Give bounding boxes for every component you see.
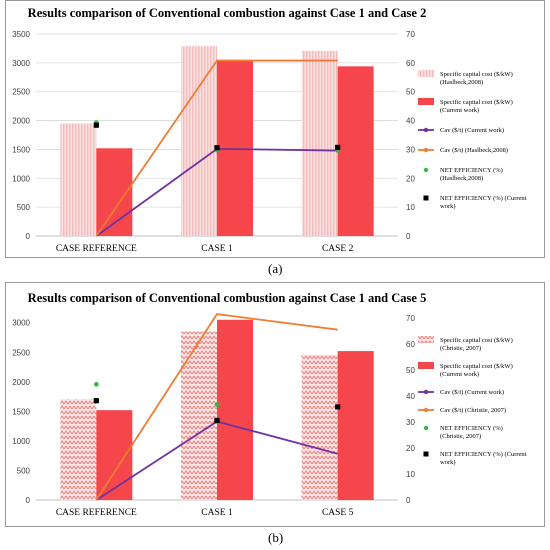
- legend-label: Specific capital cost ($/kW): [440, 337, 513, 344]
- y-tick-label: 2500: [12, 88, 30, 97]
- legend-swatch: [423, 147, 429, 153]
- bar: [181, 46, 217, 237]
- legend-label: Cav ($/t) (Current work): [440, 389, 504, 396]
- data-point: [214, 402, 220, 407]
- legend-swatch: [423, 195, 429, 201]
- x-tick-label: CASE 1: [201, 244, 233, 254]
- y-tick-label: 500: [17, 466, 31, 475]
- bar: [96, 410, 133, 500]
- legend-label: work): [440, 203, 456, 210]
- y2-tick-label: 0: [406, 232, 411, 241]
- y2-tick-label: 30: [406, 418, 415, 427]
- legend-label: Specific capital cost ($/kW): [440, 71, 513, 78]
- bar: [217, 59, 253, 236]
- data-point: [93, 398, 99, 404]
- legend-swatch: [423, 425, 429, 431]
- bar: [301, 354, 338, 500]
- chart-a: Results comparison of Conventional combu…: [12, 6, 526, 254]
- x-tick-label: CASE 5: [322, 508, 354, 518]
- x-tick-label: CASE REFERENCE: [56, 244, 137, 254]
- panel-label-a: (a): [268, 261, 283, 276]
- y-tick-label: 0: [26, 232, 31, 241]
- y-tick-label: 1000: [12, 437, 30, 446]
- legend-label: work): [440, 459, 456, 466]
- bar: [337, 66, 374, 236]
- legend-swatch: [418, 70, 434, 77]
- bar: [301, 50, 338, 236]
- y2-tick-label: 20: [406, 174, 415, 183]
- legend-swatch: [423, 389, 429, 395]
- y2-tick-label: 50: [406, 366, 415, 375]
- legend-label: Cav ($/t) (Haslbeck,2008): [440, 147, 508, 154]
- y2-tick-label: 0: [406, 496, 411, 505]
- legend-label: (Haslbeck,2008): [440, 175, 483, 182]
- panel-a-frame: [5, 0, 545, 258]
- y-tick-label: 3000: [12, 59, 30, 68]
- series-line: [95, 313, 338, 501]
- y-tick-label: 2000: [12, 378, 30, 387]
- y2-tick-label: 60: [406, 59, 415, 68]
- chart-title: Results comparison of Conventional combu…: [28, 291, 427, 305]
- series-line: [95, 59, 338, 237]
- legend-label: (Current work): [440, 371, 479, 378]
- data-point: [214, 145, 220, 151]
- bar: [181, 331, 217, 500]
- legend-swatch: [423, 127, 429, 133]
- y-tick-label: 3500: [12, 30, 30, 39]
- legend-label: NET EFFICIENCY (%) (Current: [440, 195, 527, 202]
- legend-swatch: [423, 451, 429, 457]
- legend-swatch: [418, 336, 434, 343]
- y2-tick-label: 10: [406, 470, 415, 479]
- legend-swatch: [418, 98, 434, 105]
- y-tick-label: 500: [17, 203, 31, 212]
- legend-label: (Christie, 2007): [440, 433, 481, 440]
- legend-label: Cav ($/t) (Christie, 2007): [440, 407, 506, 414]
- panel-label-b: (b): [268, 530, 284, 545]
- legend-swatch: [423, 407, 429, 413]
- data-point: [335, 144, 341, 151]
- y-tick-label: 2500: [12, 348, 30, 357]
- bar: [217, 319, 253, 500]
- data-point: [214, 417, 220, 424]
- y2-tick-label: 20: [406, 444, 415, 453]
- legend-label: (Haslbeck,2008): [440, 79, 483, 86]
- data-point: [93, 122, 99, 128]
- chart-b: Results comparison of Conventional combu…: [12, 291, 526, 518]
- y-tick-label: 1500: [12, 145, 30, 154]
- legend-label: (Christie, 2007): [440, 345, 481, 352]
- legend-label: Specific capital cost ($/kW): [440, 363, 513, 370]
- y2-tick-label: 70: [406, 314, 415, 323]
- y-tick-label: 0: [26, 496, 31, 505]
- y-tick-label: 3000: [12, 319, 30, 328]
- y2-tick-label: 50: [406, 88, 415, 97]
- legend-swatch: [423, 167, 429, 173]
- panel-b-frame: [5, 282, 545, 527]
- bar: [60, 398, 97, 500]
- data-point: [93, 381, 99, 387]
- y-tick-label: 1500: [12, 407, 30, 416]
- x-tick-label: CASE 1: [201, 508, 233, 518]
- bar: [60, 123, 97, 236]
- y2-tick-label: 40: [406, 117, 415, 126]
- legend-label: NET EFFICIENCY (%): [440, 425, 503, 432]
- y2-tick-label: 30: [406, 145, 415, 154]
- legend-label: Cav ($/t) (Current work): [440, 127, 504, 134]
- y2-tick-label: 60: [406, 340, 415, 349]
- y2-tick-label: 40: [406, 392, 415, 401]
- bar: [337, 351, 374, 500]
- legend-label: Specific capital cost ($/kW): [440, 99, 513, 106]
- legend-swatch: [418, 362, 434, 369]
- legend-label: (Current work): [440, 107, 479, 114]
- y2-tick-label: 10: [406, 203, 415, 212]
- y-tick-label: 2000: [12, 117, 30, 126]
- y2-tick-label: 70: [406, 30, 415, 39]
- legend-label: NET EFFICIENCY (%) (Current: [440, 451, 527, 458]
- y-tick-label: 1000: [12, 174, 30, 183]
- data-point: [335, 404, 341, 410]
- legend-label: NET EFFICIENCY (%): [440, 167, 503, 174]
- chart-title: Results comparison of Conventional combu…: [28, 6, 427, 20]
- x-tick-label: CASE 2: [322, 244, 354, 254]
- x-tick-label: CASE REFERENCE: [56, 508, 137, 518]
